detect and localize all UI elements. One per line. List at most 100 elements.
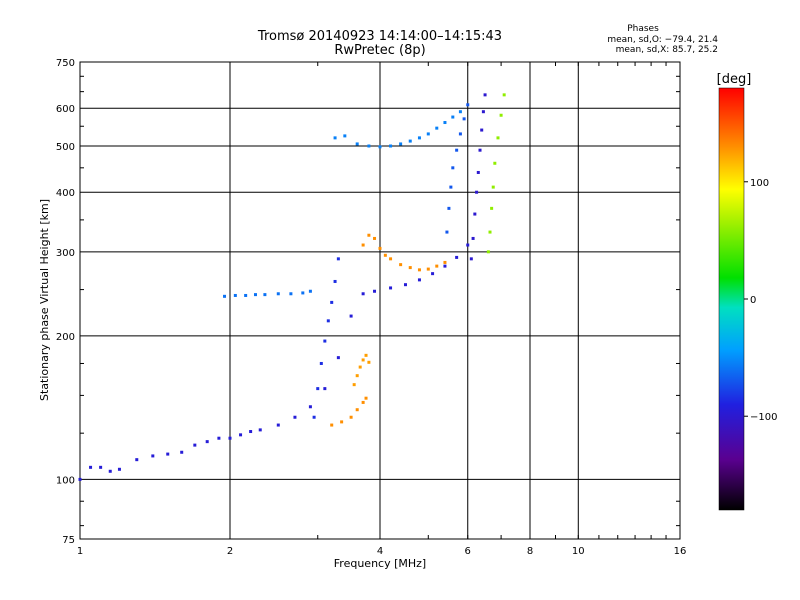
data-point bbox=[451, 115, 455, 119]
y-tick-label: 600 bbox=[56, 104, 75, 115]
data-point bbox=[478, 148, 482, 152]
data-point bbox=[466, 243, 470, 247]
x-tick-label: 2 bbox=[227, 546, 233, 557]
data-point bbox=[330, 300, 334, 304]
data-point bbox=[499, 113, 503, 117]
data-point bbox=[447, 206, 451, 210]
data-point bbox=[249, 430, 253, 434]
data-point bbox=[326, 319, 330, 323]
data-point bbox=[491, 185, 495, 189]
data-point bbox=[502, 93, 506, 97]
data-point bbox=[389, 144, 393, 148]
y-tick-label: 500 bbox=[56, 142, 75, 153]
data-point bbox=[99, 465, 103, 469]
data-point bbox=[449, 185, 453, 189]
data-point bbox=[258, 428, 262, 432]
data-point bbox=[355, 408, 359, 412]
colorbar-title: [deg] bbox=[717, 72, 752, 87]
x-tick-label: 6 bbox=[465, 546, 471, 557]
y-tick-label: 100 bbox=[56, 475, 75, 486]
phases-o-stats: mean, sd,O: −79.4, 21.4 bbox=[607, 35, 718, 45]
data-point bbox=[361, 292, 365, 296]
data-point bbox=[373, 236, 377, 240]
data-point bbox=[408, 139, 412, 143]
data-point bbox=[445, 230, 449, 234]
data-point bbox=[323, 339, 327, 343]
data-point bbox=[308, 405, 312, 409]
data-point bbox=[253, 293, 257, 297]
data-point bbox=[289, 292, 293, 296]
data-point bbox=[336, 356, 340, 360]
data-point bbox=[205, 440, 209, 444]
data-point bbox=[349, 415, 353, 419]
data-point bbox=[228, 436, 232, 440]
data-point bbox=[166, 452, 170, 456]
data-point bbox=[466, 103, 470, 107]
data-point bbox=[308, 289, 312, 293]
colorbar: [deg] 100 0 −100 bbox=[717, 72, 777, 511]
data-point bbox=[361, 358, 365, 362]
y-tick-label: 300 bbox=[56, 248, 75, 259]
data-point bbox=[481, 110, 485, 114]
data-point bbox=[417, 136, 421, 140]
data-point bbox=[358, 365, 362, 369]
data-point bbox=[355, 142, 359, 146]
data-point bbox=[151, 454, 155, 458]
data-point bbox=[451, 166, 455, 170]
data-point bbox=[78, 477, 82, 481]
colorbar-tick-label: 100 bbox=[750, 178, 769, 189]
data-point bbox=[244, 293, 248, 297]
data-point bbox=[480, 128, 484, 132]
y-tick-label: 200 bbox=[56, 332, 75, 343]
data-point bbox=[323, 387, 327, 391]
data-point bbox=[355, 374, 359, 378]
data-point bbox=[469, 257, 473, 261]
colorbar-tick-label: 0 bbox=[750, 295, 756, 306]
data-point bbox=[443, 121, 447, 125]
data-point bbox=[340, 420, 344, 424]
x-tick-label: 4 bbox=[377, 546, 383, 557]
data-point bbox=[333, 279, 337, 283]
y-axis-label: Stationary phase Virtual Height [km] bbox=[38, 199, 51, 401]
data-point bbox=[462, 117, 466, 121]
data-point bbox=[488, 230, 492, 234]
data-point bbox=[319, 361, 323, 365]
data-point bbox=[276, 292, 280, 296]
data-point bbox=[239, 433, 243, 437]
data-point bbox=[108, 469, 112, 473]
data-point bbox=[276, 423, 280, 427]
phases-x-stats: mean, sd,X: 85.7, 25.2 bbox=[616, 45, 718, 55]
data-point bbox=[403, 283, 407, 287]
data-point bbox=[455, 255, 459, 259]
y-tick-label: 400 bbox=[56, 188, 75, 199]
data-point bbox=[455, 148, 459, 152]
data-point bbox=[399, 142, 403, 146]
phases-heading: Phases bbox=[627, 24, 659, 34]
x-tick-label: 10 bbox=[572, 546, 585, 557]
data-point bbox=[330, 423, 334, 427]
data-point bbox=[373, 289, 377, 293]
data-point bbox=[217, 436, 221, 440]
data-point bbox=[336, 257, 340, 261]
data-point bbox=[364, 353, 368, 357]
colorbar-gradient bbox=[718, 87, 745, 511]
data-point bbox=[367, 233, 371, 237]
data-point bbox=[426, 132, 430, 136]
data-point bbox=[135, 458, 139, 462]
x-axis-label: Frequency [MHz] bbox=[334, 557, 426, 570]
data-point bbox=[389, 286, 393, 290]
data-point bbox=[435, 126, 439, 130]
data-point bbox=[473, 212, 477, 216]
grid bbox=[80, 62, 680, 539]
data-point bbox=[490, 206, 494, 210]
data-point bbox=[486, 250, 490, 254]
data-point bbox=[443, 264, 447, 268]
x-axis-ticks: 1 2 4 6 8 10 16 bbox=[77, 62, 686, 557]
data-point bbox=[471, 236, 475, 240]
data-point bbox=[349, 314, 353, 318]
data-point bbox=[378, 246, 382, 250]
data-point bbox=[458, 110, 462, 114]
data-point bbox=[417, 268, 421, 272]
colorbar-tick-label: −100 bbox=[750, 412, 777, 423]
